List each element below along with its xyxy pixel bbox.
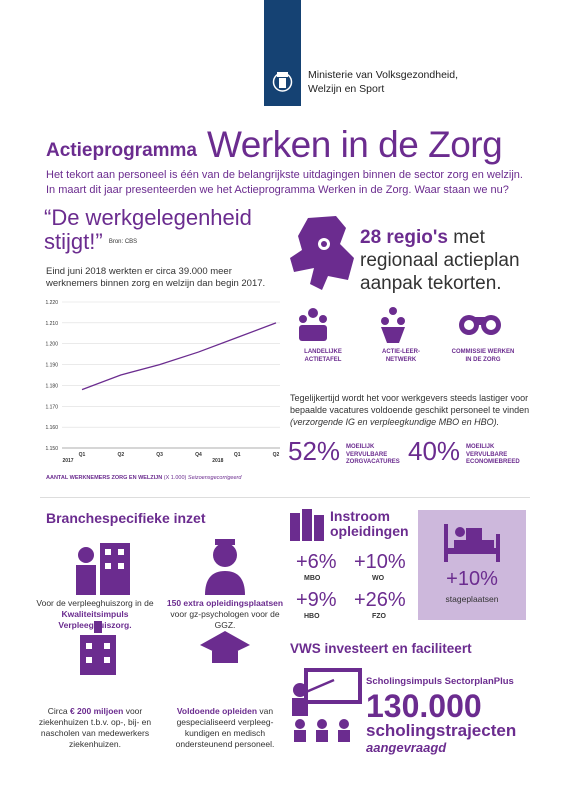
stat-label: MOEILIJK VERVULBARE ECONOMIEBREED xyxy=(466,444,520,465)
year-label: 2018 xyxy=(212,458,223,464)
vacancies-body: Tegelijkertijd wordt het voor werkgevers… xyxy=(290,393,530,415)
branche-icons xyxy=(76,539,250,675)
stat-label: MOEILIJK VERVULBARE ZORGVACATURES xyxy=(346,444,400,465)
text-part: € 200 miljoen xyxy=(69,706,124,716)
text-part: Voor de verpleeghuiszorg in de xyxy=(36,598,154,608)
books-icon xyxy=(290,509,324,541)
y-tick-label: 1.200 xyxy=(45,342,58,348)
text-part: 150 extra opleidingsplaatsen xyxy=(166,598,284,608)
instroom-label: FZO xyxy=(372,613,386,620)
regions-highlight: 28 regio's xyxy=(360,227,448,248)
internship-label: stageplaatsen xyxy=(445,594,499,604)
x-tick-label: Q4 xyxy=(195,452,202,458)
y-tick-label: 1.180 xyxy=(45,383,58,389)
instroom-label: HBO xyxy=(304,613,320,620)
instroom-title: Instroom xyxy=(330,508,390,524)
initiative-icons xyxy=(299,307,501,343)
stat-value: 52% xyxy=(288,436,341,466)
x-tick-label: Q1 xyxy=(79,452,86,458)
x-tick-label: Q3 xyxy=(156,452,163,458)
data-line xyxy=(81,322,277,391)
divider xyxy=(40,497,530,498)
x-tick-label: Q1 xyxy=(234,452,241,458)
regions-text: 28 regio's met regionaal actieplan aanpa… xyxy=(360,226,525,295)
bed-icon xyxy=(444,524,500,562)
program-status: aangevraagd xyxy=(366,740,447,755)
chart-caption: AANTAL WERKNEMERS ZORG EN WELZIJN xyxy=(46,475,163,481)
initiative-label: LANDELIJKE ACTIETAFEL xyxy=(304,349,342,363)
initiative-label: COMMISSIE WERKEN IN DE ZORG xyxy=(451,349,515,363)
program-name: Scholingsimpuls SectorplanPlus xyxy=(366,676,514,687)
employment-note: Eind juni 2018 werkten er circa 39.000 m… xyxy=(46,266,266,289)
x-tick-label: Q2 xyxy=(117,452,124,458)
text-part: Kwaliteitsimpuls Verpleeghuiszorg. xyxy=(58,609,132,630)
program-unit: scholingstrajecten xyxy=(366,721,517,740)
ministry-line: Welzijn en Sport xyxy=(308,83,385,95)
instroom-value: +10% xyxy=(354,551,406,573)
branche-item: Voldoende opleiden van gespecialiseerd v… xyxy=(160,706,290,750)
y-tick-label: 1.210 xyxy=(45,321,58,327)
year-label: 2017 xyxy=(62,458,73,464)
internship-value: +10% xyxy=(446,568,498,590)
text-part: Voldoende opleiden xyxy=(176,706,258,716)
title-main: Werken in de Zorg xyxy=(207,124,503,165)
y-tick-label: 1.190 xyxy=(45,363,58,369)
y-tick-label: 1.220 xyxy=(45,300,58,306)
instroom-label: MBO xyxy=(304,575,321,582)
text-part: Circa xyxy=(47,706,70,716)
initiative-label: ACTIE-LEER-NETWERK xyxy=(382,349,420,363)
quote-source: Bron: CBS xyxy=(108,239,138,245)
regions-rest: met regionaal actieplan aanpak tekorten. xyxy=(360,227,520,294)
instroom-value: +26% xyxy=(354,589,406,611)
chart-caption-note: Seizoensgecorrigeerd xyxy=(187,475,242,481)
text-part: voor ziekenhuizen t.b.v. op-, bij- en na… xyxy=(38,706,152,749)
section-title: VWS investeert en faciliteert xyxy=(290,641,472,656)
instroom-title: opleidingen xyxy=(330,523,409,539)
title-lead: Actieprogramma xyxy=(46,140,197,161)
chart-caption-unit: (X 1.000) xyxy=(163,475,187,481)
y-tick-label: 1.160 xyxy=(45,425,58,431)
intro-line: In maart dit jaar presenteerden we het A… xyxy=(46,184,509,196)
internship-box: +10% stageplaatsen xyxy=(418,510,526,620)
instroom-value: +6% xyxy=(296,551,337,573)
branche-item: 150 extra opleidingsplaatsen voor gz-psy… xyxy=(160,598,290,631)
text-part: voor gz-psychologen voor de GGZ. xyxy=(170,609,280,630)
y-tick-label: 1.170 xyxy=(45,404,58,410)
stat-value: 40% xyxy=(408,436,461,466)
program-number: 130.000 xyxy=(366,688,482,724)
instroom-label: WO xyxy=(372,575,385,582)
vacancies-text: Tegelijkertijd wordt het voor werkgevers… xyxy=(290,392,540,428)
instroom-value: +9% xyxy=(296,589,337,611)
branche-item: Voor de verpleeghuiszorg in de Kwaliteit… xyxy=(30,598,160,631)
x-tick-label: Q2 xyxy=(273,452,280,458)
y-tick-label: 1.150 xyxy=(45,446,58,452)
line-chart: 1.150 1.160 1.170 1.180 1.190 1.200 1.210 1.220… xyxy=(45,300,280,464)
quote-line: “De werkgelegenheid xyxy=(44,205,252,230)
vacancies-note: (verzorgende IG en verpleegkundige MBO e… xyxy=(290,417,500,427)
logo xyxy=(264,0,301,106)
ministry-line: Ministerie van Volksgezondheid, xyxy=(308,69,459,81)
section-title: Branchespecifieke inzet xyxy=(46,510,206,526)
training-icon xyxy=(292,668,362,742)
intro-line: Het tekort aan personeel is één van de b… xyxy=(46,169,523,181)
netherlands-map xyxy=(290,216,354,290)
quote-line: stijgt!” xyxy=(44,229,103,254)
text-part: van gespecialiseerd verpleeg-kundigen en… xyxy=(175,706,275,749)
branche-item: Circa € 200 miljoen voor ziekenhuizen t.… xyxy=(30,706,160,750)
